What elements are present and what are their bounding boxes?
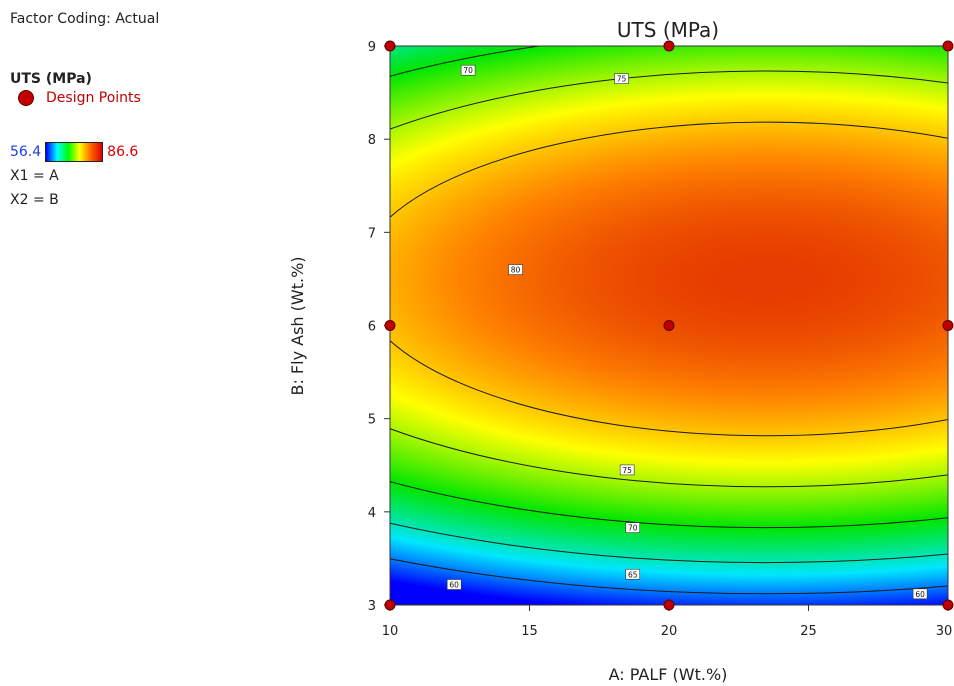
contour-lines bbox=[390, 46, 948, 595]
y-tick-label: 8 bbox=[368, 133, 376, 148]
design-point-marker-icon bbox=[18, 90, 34, 106]
contour-label: 80 bbox=[508, 264, 523, 275]
x-tick-label: 20 bbox=[661, 624, 678, 639]
contour-labels: 70 75 80 75 70 65 60 60 bbox=[446, 64, 928, 600]
design-point bbox=[663, 40, 675, 52]
design-points-legend: Design Points bbox=[18, 90, 141, 106]
response-title: UTS (MPa) bbox=[10, 71, 92, 87]
color-scale-min: 56.4 bbox=[10, 144, 42, 160]
design-point bbox=[663, 599, 675, 611]
design-point bbox=[384, 40, 396, 52]
x-axis-label: A: PALF (Wt.%) bbox=[609, 665, 728, 684]
contour-label-text: 75 bbox=[617, 75, 627, 84]
x-tick-label: 15 bbox=[521, 624, 538, 639]
contour-label: 75 bbox=[619, 464, 635, 476]
x-tick-label: 25 bbox=[800, 624, 817, 639]
y-tick-label: 7 bbox=[368, 226, 376, 241]
contour-label-text: 80 bbox=[511, 266, 521, 275]
contour-label-text: 60 bbox=[449, 581, 459, 590]
contour-line-75 bbox=[390, 70, 948, 488]
y-tick-label: 3 bbox=[368, 599, 376, 614]
y-tick-label: 4 bbox=[368, 506, 376, 521]
contour-line-70 bbox=[390, 46, 948, 529]
factor-coding-label: Factor Coding: Actual bbox=[10, 11, 160, 27]
color-scale: 56.4 86.6 bbox=[10, 142, 138, 162]
contour-label: 70 bbox=[460, 64, 476, 76]
contour-label: 60 bbox=[912, 588, 928, 600]
contour-label-text: 70 bbox=[463, 66, 473, 75]
design-points-label: Design Points bbox=[46, 90, 141, 106]
design-point bbox=[942, 599, 954, 611]
x2-mapping: X2 = B bbox=[10, 192, 59, 208]
design-points bbox=[384, 40, 954, 611]
contour-label-text: 70 bbox=[628, 524, 638, 533]
design-point bbox=[384, 320, 396, 331]
y-axis-label: B: Fly Ash (Wt.%) bbox=[288, 256, 307, 395]
contour-label: 75 bbox=[614, 73, 629, 84]
y-axis: 3 4 5 6 7 8 9 bbox=[368, 40, 390, 614]
contour-label-text: 75 bbox=[622, 466, 632, 475]
design-point bbox=[942, 320, 954, 331]
contour-label-text: 60 bbox=[915, 590, 925, 599]
contour-label: 65 bbox=[625, 568, 641, 580]
x1-mapping: X1 = A bbox=[10, 168, 59, 184]
contour-label-text: 65 bbox=[628, 570, 638, 579]
y-tick-label: 6 bbox=[368, 320, 376, 335]
chart-title: UTS (MPa) bbox=[617, 18, 719, 42]
design-point bbox=[942, 40, 954, 52]
contour-line-60 bbox=[390, 558, 948, 595]
color-scale-max: 86.6 bbox=[107, 144, 139, 160]
y-tick-label: 9 bbox=[368, 40, 376, 55]
y-tick-label: 5 bbox=[368, 413, 376, 428]
x-axis: 10 15 20 25 30 bbox=[382, 605, 953, 639]
x-tick-label: 30 bbox=[936, 624, 953, 639]
contour-label: 70 bbox=[625, 522, 641, 533]
color-scale-bar bbox=[45, 142, 104, 162]
contour-label: 60 bbox=[446, 579, 462, 590]
design-point bbox=[663, 320, 675, 331]
design-point bbox=[384, 599, 396, 611]
contour-line-80 bbox=[390, 121, 948, 437]
x-tick-label: 10 bbox=[382, 624, 399, 639]
contour-line-65 bbox=[390, 522, 948, 563]
